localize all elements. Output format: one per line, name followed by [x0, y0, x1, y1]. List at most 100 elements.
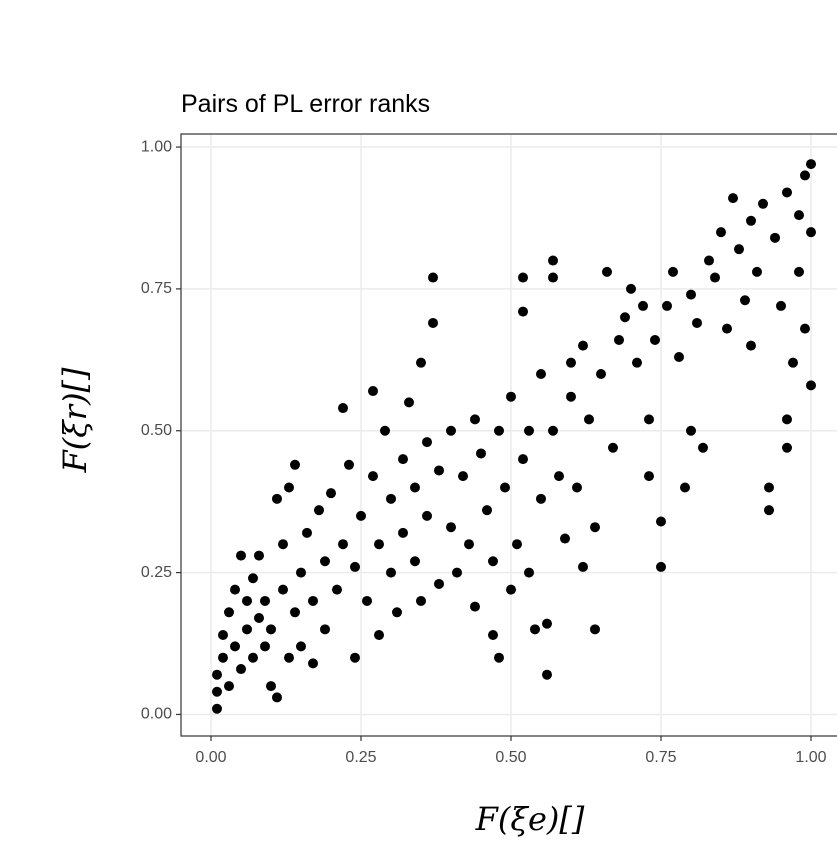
point [236, 550, 246, 561]
chart-title: Pairs of PL error ranks [181, 90, 430, 118]
point [212, 686, 222, 697]
point [284, 482, 294, 493]
point [572, 482, 582, 493]
point [470, 414, 480, 425]
point [806, 159, 816, 170]
point [212, 669, 222, 680]
point [416, 357, 426, 368]
point [542, 669, 552, 680]
point [422, 437, 432, 448]
point [686, 289, 696, 300]
point [518, 272, 528, 283]
point [224, 681, 234, 692]
point [266, 624, 276, 635]
point [776, 300, 786, 311]
point [614, 334, 624, 345]
point [296, 641, 306, 652]
point [524, 425, 534, 436]
point [632, 357, 642, 368]
point [320, 556, 330, 567]
point [284, 652, 294, 663]
point [620, 312, 630, 323]
point [434, 578, 444, 589]
point [224, 607, 234, 618]
point [764, 505, 774, 516]
x-tick-label: 0.50 [495, 749, 526, 766]
point [668, 266, 678, 277]
point [734, 244, 744, 255]
point [254, 550, 264, 561]
point [566, 357, 576, 368]
point [518, 306, 528, 317]
point [320, 624, 330, 635]
point [530, 624, 540, 635]
point [296, 567, 306, 578]
point [254, 612, 264, 623]
point [242, 595, 252, 606]
point [386, 493, 396, 504]
y-tick-label: 0.00 [141, 706, 172, 723]
point [536, 369, 546, 380]
point [596, 369, 606, 380]
point [476, 448, 486, 459]
point [692, 317, 702, 328]
point [722, 323, 732, 334]
point [782, 187, 792, 198]
point [674, 351, 684, 362]
point [794, 266, 804, 277]
point [398, 527, 408, 538]
point [494, 425, 504, 436]
point [752, 266, 762, 277]
point [602, 266, 612, 277]
point [368, 471, 378, 482]
y-tick-label: 1.00 [141, 138, 172, 155]
point [554, 471, 564, 482]
point [230, 641, 240, 652]
point [782, 442, 792, 453]
point [746, 340, 756, 351]
point [236, 664, 246, 675]
point [518, 454, 528, 465]
point [218, 652, 228, 663]
point [626, 283, 636, 294]
x-tick-label: 0.75 [645, 749, 676, 766]
point [644, 414, 654, 425]
point [524, 567, 534, 578]
point [536, 493, 546, 504]
point [680, 482, 690, 493]
point [446, 425, 456, 436]
point [374, 630, 384, 641]
point [314, 505, 324, 516]
point [332, 584, 342, 595]
point [578, 561, 588, 572]
point [410, 556, 420, 567]
point [560, 533, 570, 544]
point [686, 425, 696, 436]
point [398, 454, 408, 465]
point [350, 561, 360, 572]
point [260, 595, 270, 606]
point [494, 652, 504, 663]
point [548, 255, 558, 266]
point [356, 510, 366, 521]
point [782, 414, 792, 425]
point [656, 516, 666, 527]
point [434, 465, 444, 476]
point [698, 442, 708, 453]
point [464, 539, 474, 550]
point [272, 692, 282, 703]
point [248, 573, 258, 584]
point [608, 442, 618, 453]
point [740, 295, 750, 306]
point [374, 539, 384, 550]
point [566, 391, 576, 402]
point [230, 584, 240, 595]
point [242, 624, 252, 635]
point [350, 652, 360, 663]
point [542, 618, 552, 629]
point [338, 539, 348, 550]
point [500, 482, 510, 493]
point [458, 471, 468, 482]
point [788, 357, 798, 368]
y-tick-label: 0.75 [141, 280, 172, 297]
